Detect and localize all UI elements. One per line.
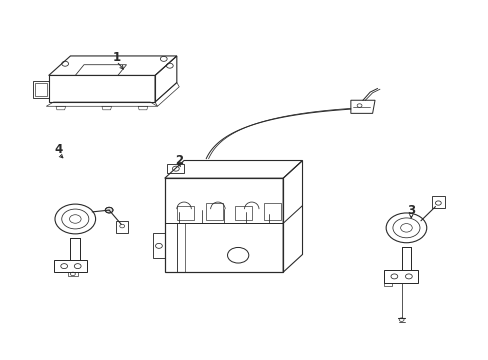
Text: 2: 2: [175, 154, 183, 167]
Text: 3: 3: [407, 204, 414, 217]
Text: 1: 1: [112, 51, 120, 64]
Text: 4: 4: [54, 143, 62, 156]
Circle shape: [105, 207, 113, 213]
